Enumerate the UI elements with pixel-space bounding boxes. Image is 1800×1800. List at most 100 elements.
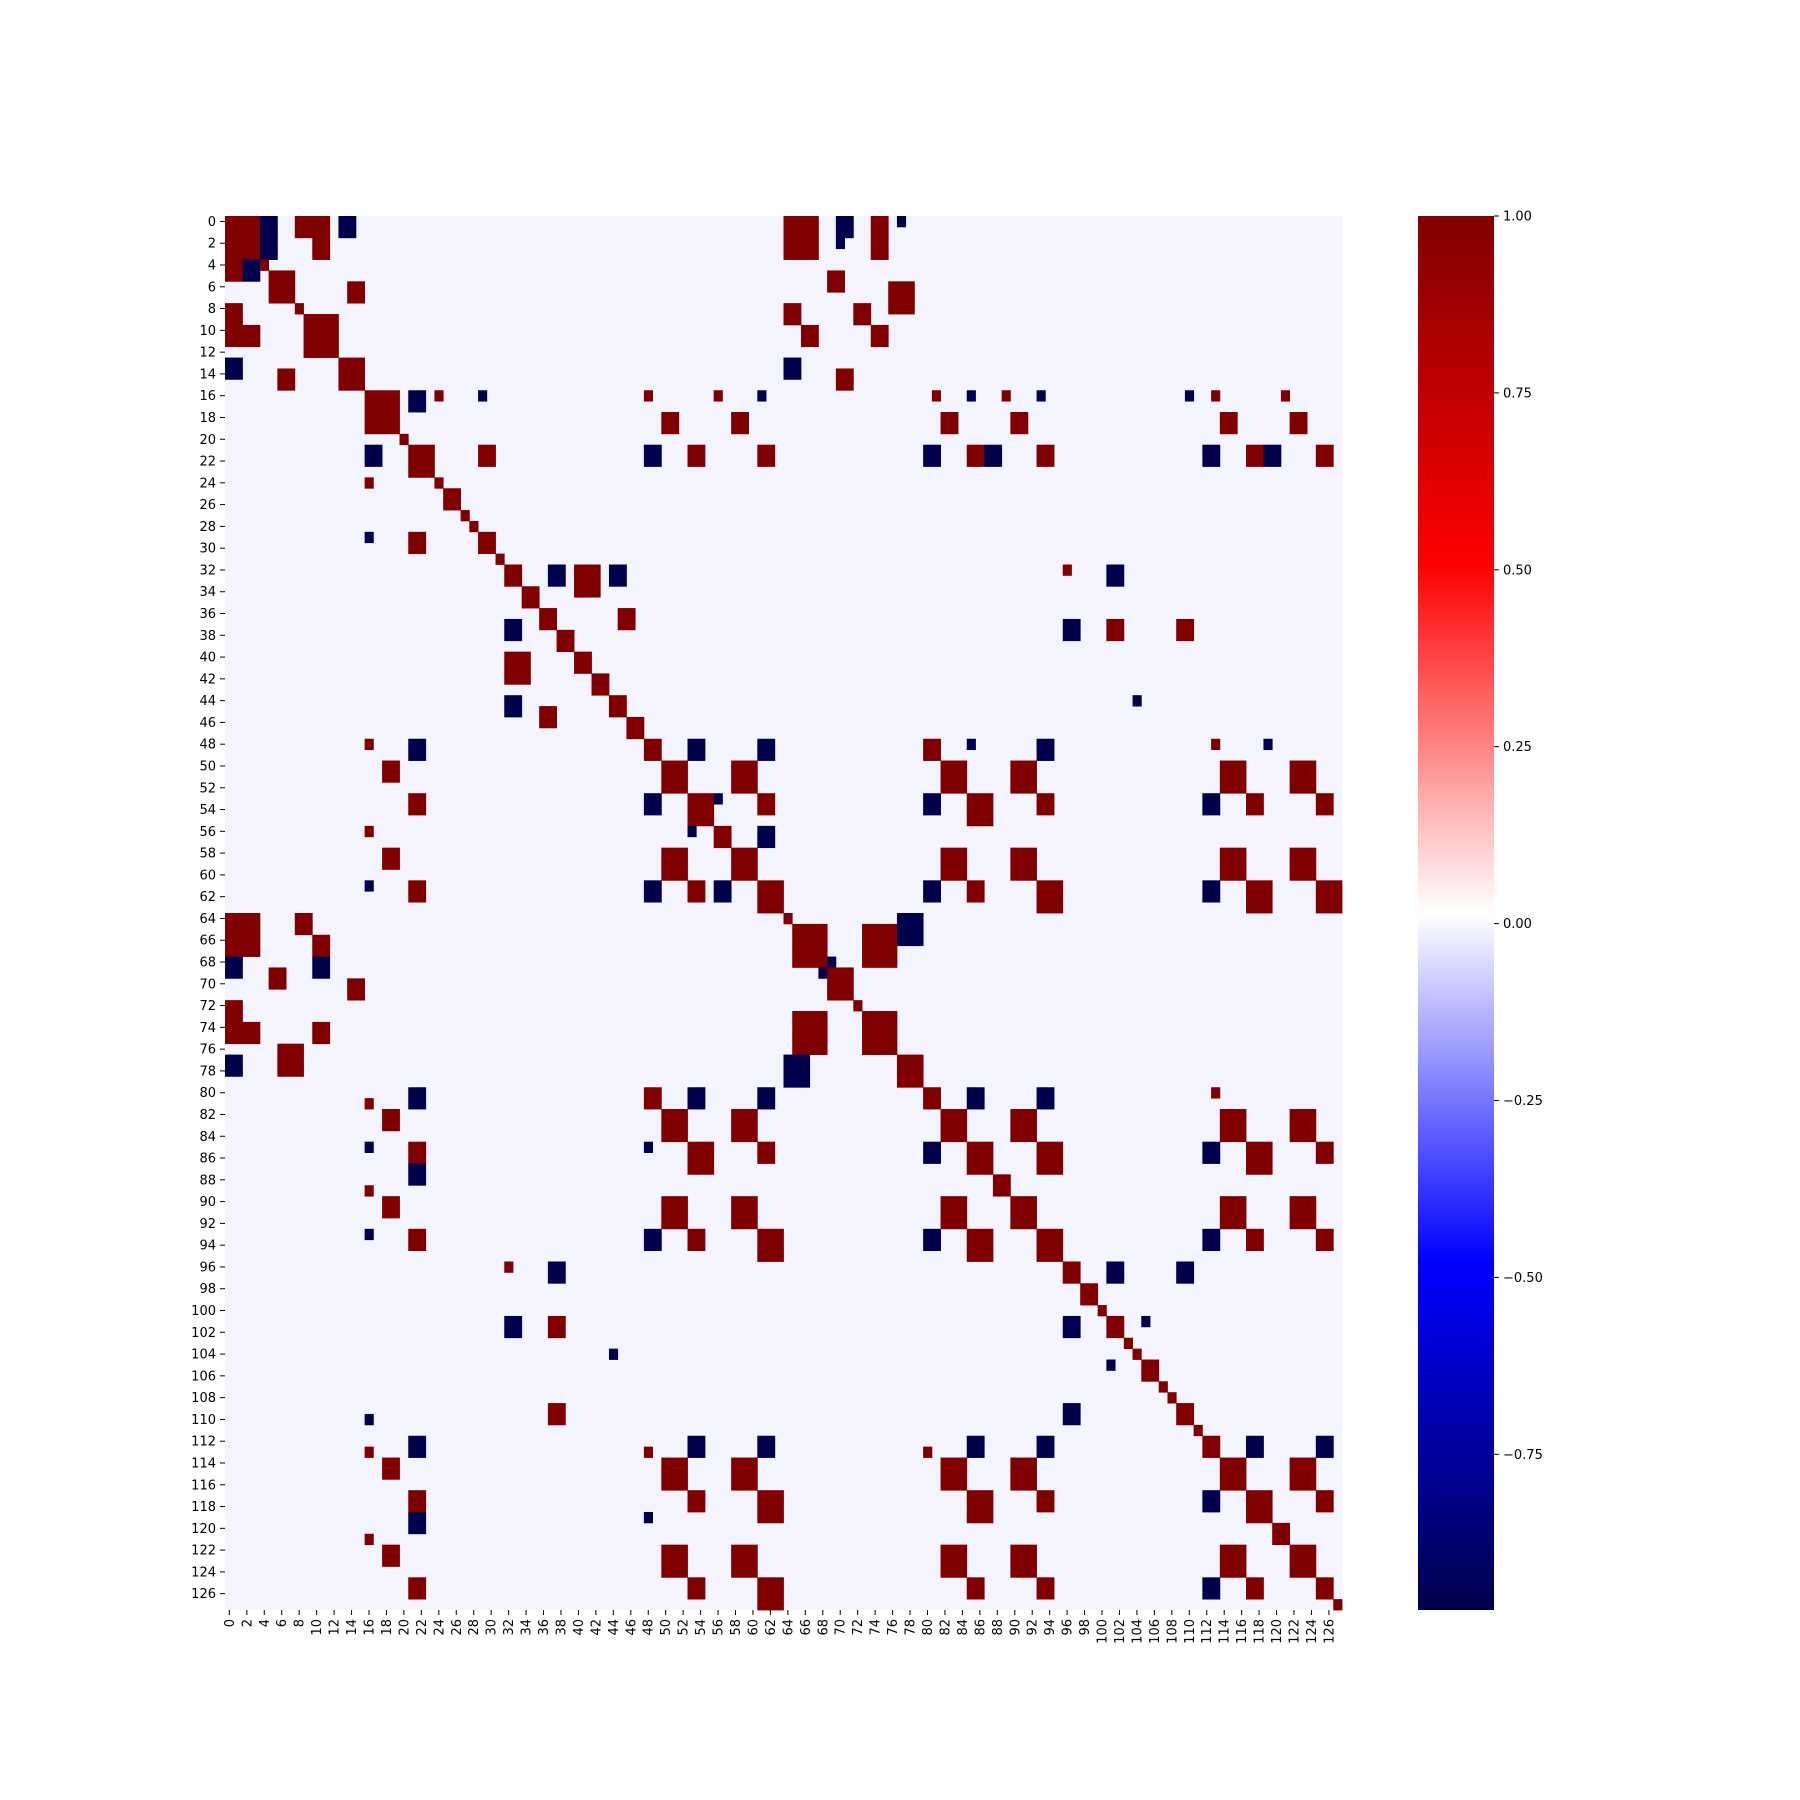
heatmap-cell xyxy=(1106,618,1116,631)
x-tick-label: 2 xyxy=(240,1619,255,1627)
heatmap-cell xyxy=(504,662,514,674)
heatmap-cell xyxy=(268,270,278,282)
x-tick-label: 116 xyxy=(1235,1619,1250,1644)
heatmap-cell xyxy=(1010,412,1020,424)
heatmap-cell xyxy=(678,782,688,794)
heatmap-cell xyxy=(748,847,758,859)
heatmap-cell xyxy=(1132,695,1142,707)
heatmap-cell xyxy=(949,1457,959,1469)
heatmap-cell xyxy=(800,1043,811,1055)
heatmap-cell xyxy=(643,1141,654,1153)
heatmap-cell xyxy=(678,771,688,783)
heatmap-cell xyxy=(818,1011,828,1023)
heatmap-cell xyxy=(862,934,872,947)
heatmap-cell xyxy=(547,1315,558,1328)
heatmap-cell xyxy=(530,586,540,598)
heatmap-cell xyxy=(504,1315,514,1328)
heatmap-cell xyxy=(766,1087,776,1099)
heatmap-cell xyxy=(1027,1468,1037,1480)
heatmap-cell xyxy=(233,216,243,228)
heatmap-cell xyxy=(1315,1588,1325,1600)
heatmap-cell xyxy=(582,651,592,663)
heatmap-cell xyxy=(1228,1119,1238,1132)
heatmap-cell xyxy=(792,1043,802,1055)
heatmap-cell xyxy=(1211,1446,1221,1458)
heatmap-cell xyxy=(661,1196,671,1208)
heatmap-cell xyxy=(783,248,793,260)
heatmap-cell xyxy=(547,716,558,729)
heatmap-cell xyxy=(225,368,235,380)
heatmap-cell xyxy=(1324,455,1334,467)
heatmap-cell xyxy=(766,1446,776,1458)
heatmap-cell xyxy=(1045,793,1055,805)
heatmap-cell xyxy=(731,1217,741,1230)
x-tick-label: 48 xyxy=(642,1619,657,1636)
heatmap-cell xyxy=(582,575,592,587)
heatmap-cell xyxy=(792,934,802,947)
heatmap-cell xyxy=(1254,902,1264,914)
heatmap-cell xyxy=(800,216,811,228)
heatmap-cell xyxy=(931,455,941,467)
heatmap-cell xyxy=(661,1207,671,1219)
heatmap-cell xyxy=(949,1566,959,1578)
heatmap-cell xyxy=(390,1196,400,1208)
y-tick-label: 30 xyxy=(199,542,216,557)
heatmap-cell xyxy=(1263,891,1273,903)
heatmap-cell xyxy=(617,706,627,718)
heatmap-cell xyxy=(940,1555,950,1567)
heatmap-cell xyxy=(1237,1109,1247,1121)
heatmap-cell xyxy=(233,1021,243,1034)
heatmap-cell xyxy=(931,1152,941,1164)
heatmap-cell xyxy=(1228,1130,1238,1143)
heatmap-cell xyxy=(739,1196,749,1208)
heatmap-cell xyxy=(766,1577,776,1589)
heatmap-cell xyxy=(408,444,418,456)
heatmap-cell xyxy=(1298,1479,1308,1491)
heatmap-cell xyxy=(992,1185,1003,1197)
heatmap-cell xyxy=(748,1544,758,1556)
y-tick-label: 108 xyxy=(191,1391,216,1406)
heatmap-cell xyxy=(1307,1217,1317,1230)
heatmap-cell xyxy=(1010,858,1020,870)
heatmap-cell xyxy=(792,368,802,380)
heatmap-cell xyxy=(739,771,749,783)
heatmap-cell xyxy=(766,1599,776,1611)
heatmap-cell xyxy=(364,444,374,456)
heatmap-cell xyxy=(870,1043,880,1055)
heatmap-cell xyxy=(896,1065,907,1077)
heatmap-cell xyxy=(574,662,584,674)
heatmap-cell xyxy=(835,226,845,239)
heatmap-cell xyxy=(809,1021,819,1034)
heatmap-cell xyxy=(1071,629,1081,642)
heatmap-cell xyxy=(1237,782,1247,794)
heatmap-cell xyxy=(835,379,845,391)
heatmap-cell xyxy=(251,945,261,957)
heatmap-cell xyxy=(1315,880,1325,892)
heatmap-cell xyxy=(958,1217,968,1230)
heatmap-cell xyxy=(704,1163,715,1175)
heatmap-cell xyxy=(277,1065,287,1077)
heatmap-cell xyxy=(853,1000,863,1012)
heatmap-cell xyxy=(958,1207,968,1219)
heatmap-cell xyxy=(1036,1577,1046,1589)
heatmap-cell xyxy=(1071,1315,1081,1328)
heatmap-cell xyxy=(1036,390,1046,402)
heatmap-cell xyxy=(251,923,261,936)
heatmap-cell xyxy=(478,455,488,467)
heatmap-cell xyxy=(312,248,322,260)
heatmap-cell xyxy=(800,945,811,957)
heatmap-cell xyxy=(1062,629,1072,642)
heatmap-cell xyxy=(225,945,235,957)
heatmap-cell xyxy=(966,1098,976,1110)
heatmap-cell xyxy=(408,455,418,467)
heatmap-cell xyxy=(416,1174,427,1186)
heatmap-cell xyxy=(408,542,418,555)
heatmap-cell xyxy=(844,226,854,239)
heatmap-cell xyxy=(1219,1544,1229,1556)
heatmap-cell xyxy=(286,281,296,293)
x-tick-label: 126 xyxy=(1322,1619,1337,1644)
heatmap-cell xyxy=(1202,880,1212,892)
heatmap-cell xyxy=(670,1566,680,1578)
heatmap-cell xyxy=(687,1141,697,1153)
heatmap-cell xyxy=(556,1315,566,1328)
